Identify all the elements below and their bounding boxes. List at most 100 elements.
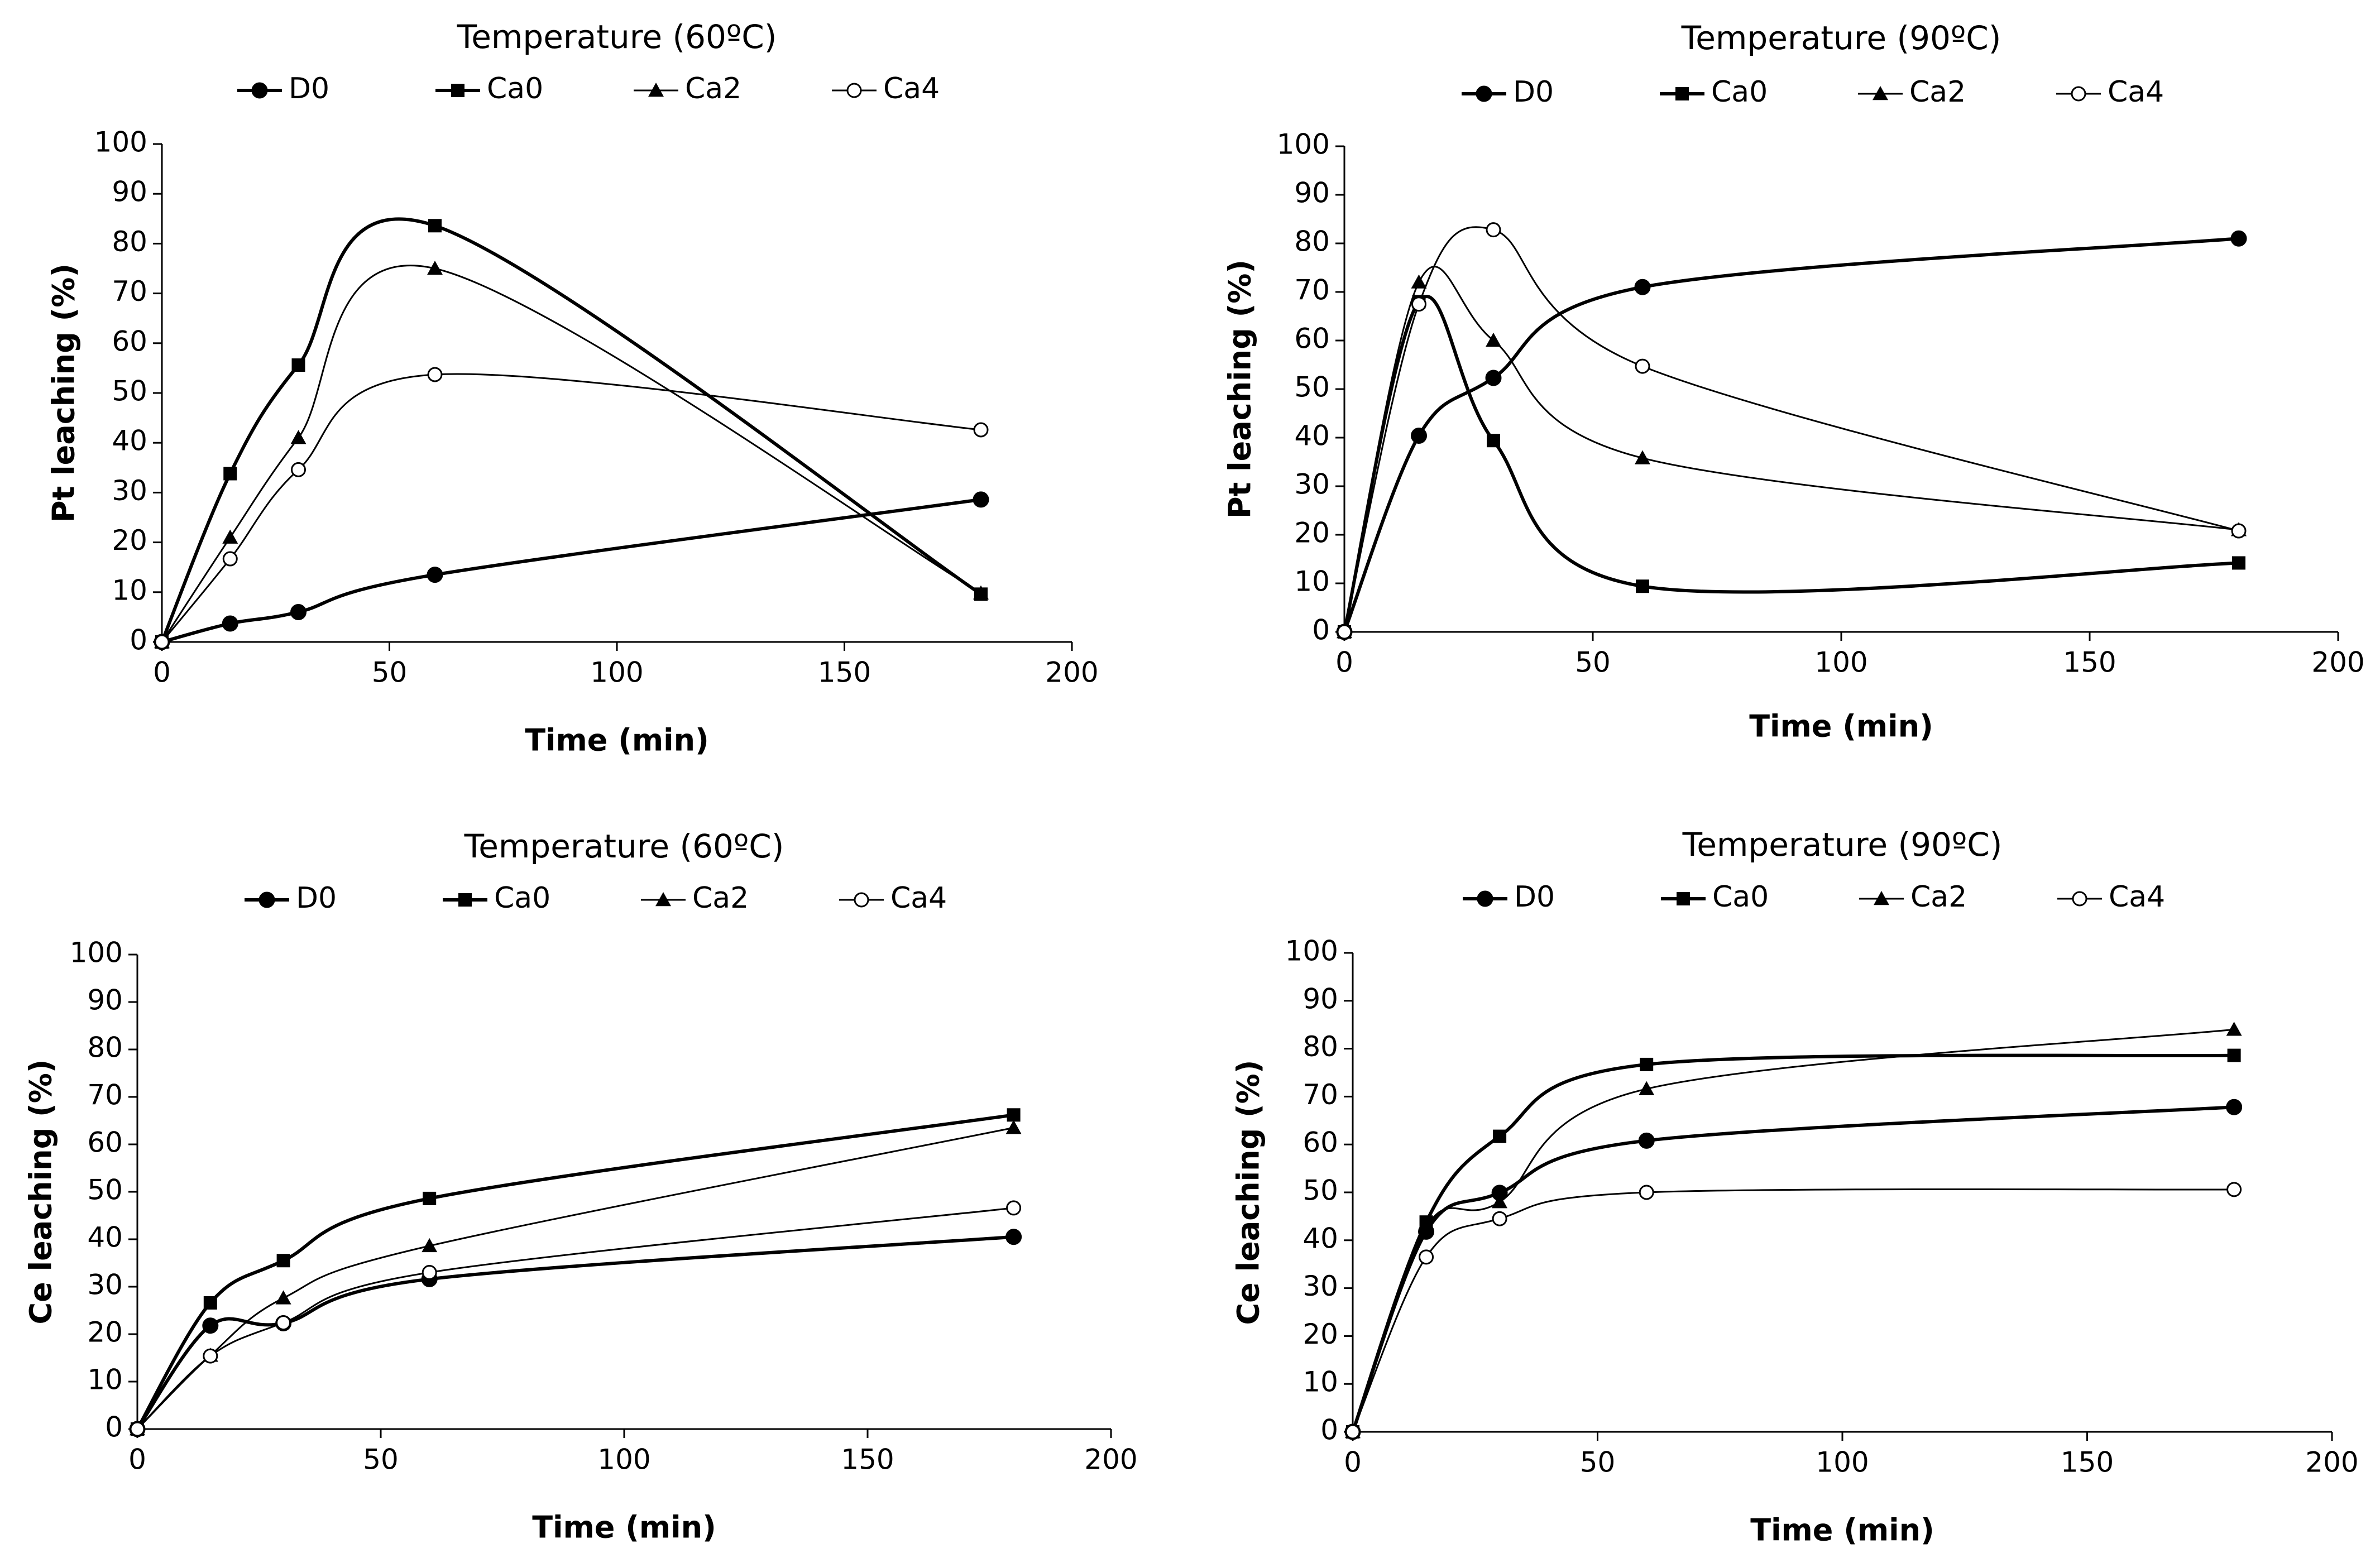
legend-marker-circle-filled [1477, 890, 1493, 907]
data-point-ca2 [973, 585, 989, 600]
legend-label: Ca4 [883, 72, 940, 106]
legend-marker-circle-filled [1476, 85, 1492, 102]
axes: 0 10 20 30 40 50 60 70 80 90 100 0 50 100 150 200 [1277, 128, 2365, 679]
y-tick-label: 100 [94, 126, 147, 159]
legend-label: Ca4 [890, 881, 947, 915]
chart-2: Temperature (90ºC) D0 Ca0 Ca2 Ca4 0 10 20 30 40 50… [1223, 19, 2365, 744]
series-ca4 [154, 367, 989, 650]
legend-item-ca4: Ca4 [839, 881, 947, 915]
x-tick-label: 100 [590, 656, 643, 689]
data-point-d0 [2226, 1099, 2243, 1115]
legend-item-ca0: Ca0 [443, 881, 550, 915]
legend-label: D0 [296, 881, 337, 915]
axes: 0 10 20 30 40 50 60 70 80 90 100 0 50 100 150 200 [1285, 935, 2359, 1479]
data-point-ca4 [203, 1348, 218, 1364]
data-point-ca4 [2231, 523, 2247, 539]
y-tick-label: 60 [1302, 1126, 1338, 1159]
y-tick-label: 10 [87, 1364, 123, 1396]
data-point-ca0 [423, 1191, 437, 1205]
legend-marker-square-filled [1677, 892, 1690, 905]
x-tick-label: 150 [2061, 1446, 2114, 1479]
x-axis-label: Time (min) [1750, 1513, 1934, 1548]
data-point-d0 [973, 491, 989, 508]
legend: D0 Ca0 Ca2 Ca4 [1462, 75, 2164, 109]
x-tick-label: 50 [1580, 1446, 1616, 1479]
chart-title: Temperature (90ºC) [1681, 19, 2001, 57]
legend-item-ca2: Ca2 [634, 72, 741, 106]
y-axis-label: Ce leaching (%) [1231, 1060, 1266, 1325]
data-point-ca4 [1492, 1211, 1507, 1226]
x-tick-label: 50 [363, 1444, 399, 1476]
data-point-d0 [202, 1317, 219, 1334]
y-tick-label: 50 [1302, 1175, 1338, 1207]
y-tick-label: 80 [1294, 226, 1330, 258]
data-point-ca0 [1007, 1108, 1021, 1122]
x-tick-label: 150 [818, 656, 871, 689]
legend-marker-circle-open [2071, 86, 2086, 102]
x-tick-label: 50 [1575, 646, 1611, 679]
y-tick-label: 100 [1277, 128, 1330, 161]
y-tick-label: 20 [1302, 1318, 1338, 1350]
legend-label: D0 [1513, 75, 1554, 109]
data-point-ca0 [276, 1254, 290, 1268]
y-tick-label: 80 [87, 1032, 123, 1064]
legend-item-d0: D0 [245, 881, 337, 915]
data-point-ca4 [291, 462, 306, 477]
legend-label: Ca2 [692, 881, 749, 915]
y-tick-label: 20 [87, 1316, 123, 1349]
x-axis-label: Time (min) [525, 723, 709, 758]
y-tick-label: 50 [87, 1174, 123, 1206]
series-line-ca4 [1343, 226, 2239, 632]
legend-item-ca0: Ca0 [1660, 75, 1768, 109]
legend-item-ca4: Ca4 [832, 72, 940, 106]
data-point-ca4 [130, 1421, 145, 1437]
series-line-ca2 [1343, 266, 2239, 632]
y-tick-label: 40 [1302, 1222, 1338, 1254]
data-point-ca0 [1636, 579, 1649, 593]
y-tick-label: 60 [1294, 323, 1330, 355]
y-tick-label: 20 [1294, 517, 1330, 549]
y-tick-label: 90 [87, 984, 123, 1017]
legend-item-d0: D0 [1463, 880, 1555, 914]
legend-item-ca2: Ca2 [1859, 880, 1967, 914]
data-point-ca0 [291, 358, 305, 372]
data-point-ca0 [223, 467, 237, 481]
y-tick-label: 90 [1302, 982, 1338, 1015]
y-tick-label: 50 [1294, 371, 1330, 404]
series-line-ca4 [136, 1207, 1014, 1430]
y-tick-label: 40 [112, 425, 147, 457]
data-point-ca2 [2226, 1022, 2242, 1036]
y-tick-label: 10 [112, 574, 147, 606]
legend-marker-circle-open [2072, 891, 2087, 907]
series-ca2 [130, 1120, 1022, 1436]
data-point-ca2 [1635, 450, 1650, 464]
series-line-ca4 [161, 373, 981, 643]
series-ca4 [130, 1200, 1022, 1437]
x-tick-label: 200 [1045, 656, 1098, 689]
data-point-ca4 [1419, 1249, 1434, 1265]
series-ca4 [1345, 1182, 2242, 1440]
legend-label: Ca0 [1711, 75, 1768, 109]
legend-marker-triangle-filled [648, 83, 664, 97]
legend-marker-square-filled [451, 84, 464, 97]
y-tick-label: 70 [112, 275, 147, 308]
data-point-ca2 [290, 430, 307, 444]
x-tick-label: 100 [597, 1444, 650, 1476]
legend-marker-triangle-filled [655, 892, 671, 907]
x-tick-label: 150 [2063, 646, 2116, 679]
data-point-ca4 [1635, 358, 1650, 374]
data-point-d0 [222, 615, 238, 632]
y-tick-label: 100 [1285, 935, 1338, 967]
series-d0 [129, 1229, 1022, 1437]
y-tick-label: 40 [87, 1221, 123, 1254]
axes: 0 10 20 30 40 50 60 70 80 90 100 0 50 100 150 200 [94, 126, 1099, 689]
series-line-ca0 [1343, 295, 2239, 632]
data-point-ca0 [1493, 1129, 1507, 1143]
data-point-ca4 [1006, 1200, 1022, 1216]
series-ca4 [1337, 222, 2247, 640]
data-point-d0 [427, 567, 443, 583]
chart-title: Temperature (60ºC) [464, 827, 784, 865]
y-tick-label: 10 [1294, 565, 1330, 598]
legend: D0 Ca0 Ca2 Ca4 [237, 72, 940, 106]
